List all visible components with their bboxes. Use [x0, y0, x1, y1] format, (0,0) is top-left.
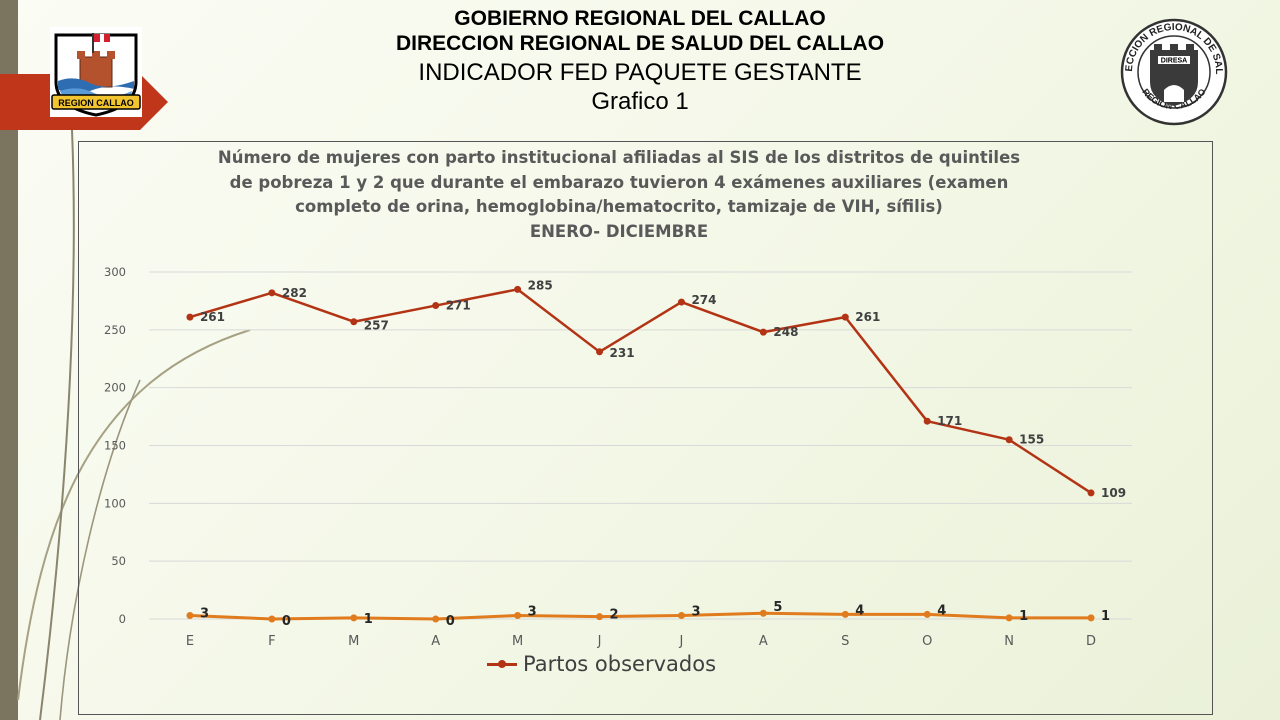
data-label: 1	[1101, 609, 1110, 624]
x-tick-label: O	[922, 634, 932, 649]
data-label: 231	[610, 346, 635, 360]
data-point	[841, 313, 849, 321]
data-label: 3	[528, 605, 537, 620]
x-tick-label: J	[679, 634, 684, 649]
chart-subtitle: ENERO- DICIEMBRE	[529, 221, 709, 241]
data-label: 155	[1019, 433, 1044, 447]
header-line-1: GOBIERNO REGIONAL DEL CALLAO	[454, 7, 826, 30]
header-line-3: INDICADOR FED PAQUETE GESTANTE	[418, 59, 862, 86]
accent-bar	[0, 0, 18, 720]
data-label: 285	[528, 278, 553, 292]
region-callao-logo: REGION CALLAO	[50, 27, 142, 117]
x-tick-label: A	[759, 634, 768, 649]
data-label: 3	[691, 605, 700, 620]
data-label: 2	[610, 608, 619, 623]
logo-right-center-text: DIRESA	[1161, 58, 1187, 65]
y-tick-label: 0	[119, 612, 126, 626]
data-label: 0	[446, 614, 455, 629]
data-point	[350, 614, 358, 622]
data-label: 1	[364, 612, 373, 627]
data-point	[1087, 489, 1095, 497]
series-line	[189, 288, 1092, 494]
data-label: 4	[855, 603, 864, 618]
data-point	[1087, 614, 1095, 622]
data-label: 1	[1019, 609, 1028, 624]
data-point	[514, 285, 522, 293]
data-point	[596, 348, 604, 356]
data-point	[268, 615, 276, 623]
data-point	[841, 610, 849, 618]
data-point	[432, 615, 440, 623]
data-point	[186, 313, 194, 321]
data-point	[759, 609, 767, 617]
data-label: 5	[773, 600, 782, 615]
x-tick-label: N	[1004, 634, 1014, 649]
data-point	[350, 318, 358, 326]
data-point	[268, 289, 276, 297]
chart-title-line-3: completo de orina, hemoglobina/hematocri…	[295, 197, 943, 216]
diresa-callao-logo: DIRECCION REGIONAL DE SALUD REGION CALLA…	[1114, 8, 1230, 126]
data-point	[514, 612, 522, 620]
data-label: 274	[691, 293, 716, 307]
x-tick-label: M	[348, 634, 359, 649]
data-label: 261	[855, 310, 880, 324]
x-tick-label: S	[841, 634, 849, 649]
series-line	[189, 611, 1092, 621]
data-point	[677, 612, 685, 620]
data-label: 3	[200, 607, 209, 622]
data-point	[432, 302, 440, 310]
data-label: 271	[446, 299, 471, 313]
x-tick-label: E	[186, 634, 194, 649]
data-point	[923, 417, 931, 425]
data-point	[677, 298, 685, 306]
x-tick-label: J	[597, 634, 602, 649]
legend-label: Partos observados	[523, 652, 717, 676]
data-point	[923, 610, 931, 618]
x-tick-label: M	[512, 634, 523, 649]
data-label: 248	[773, 325, 798, 339]
data-label: 109	[1101, 486, 1126, 500]
data-point	[596, 613, 604, 621]
x-tick-label: A	[431, 634, 440, 649]
data-label: 282	[282, 286, 307, 300]
data-label: 171	[937, 414, 962, 428]
y-tick-label: 100	[104, 496, 126, 510]
chart-title: Número de mujeres con parto instituciona…	[179, 146, 1059, 244]
slide-header: GOBIERNO REGIONAL DEL CALLAO DIRECCION R…	[210, 6, 1070, 116]
y-tick-label: 200	[104, 381, 126, 395]
header-line-2: DIRECCION REGIONAL DE SALUD DEL CALLAO	[395, 32, 885, 55]
data-point	[1005, 436, 1013, 444]
data-label: 0	[282, 614, 291, 629]
data-label: 257	[364, 319, 389, 333]
chart-legend: Partos observados	[487, 650, 716, 678]
y-tick-label: 250	[104, 323, 126, 337]
y-tick-label: 150	[104, 439, 126, 453]
y-tick-label: 300	[104, 265, 126, 279]
data-point	[759, 328, 767, 336]
x-tick-label: D	[1086, 634, 1096, 649]
data-point	[1005, 614, 1013, 622]
chart-title-line-1: Número de mujeres con parto instituciona…	[217, 148, 1021, 167]
logo-left-text: REGION CALLAO	[58, 98, 134, 108]
data-label: 261	[200, 310, 225, 324]
header-line-4: Grafico 1	[591, 88, 689, 115]
chart-title-line-2: de pobreza 1 y 2 que durante el embarazo…	[229, 172, 1009, 192]
chart-frame: Número de mujeres con parto instituciona…	[78, 141, 1213, 715]
legend-swatch	[487, 658, 517, 670]
y-tick-label: 50	[111, 554, 126, 568]
data-label: 4	[937, 603, 946, 618]
x-tick-label: F	[268, 634, 275, 649]
data-point	[186, 612, 194, 620]
